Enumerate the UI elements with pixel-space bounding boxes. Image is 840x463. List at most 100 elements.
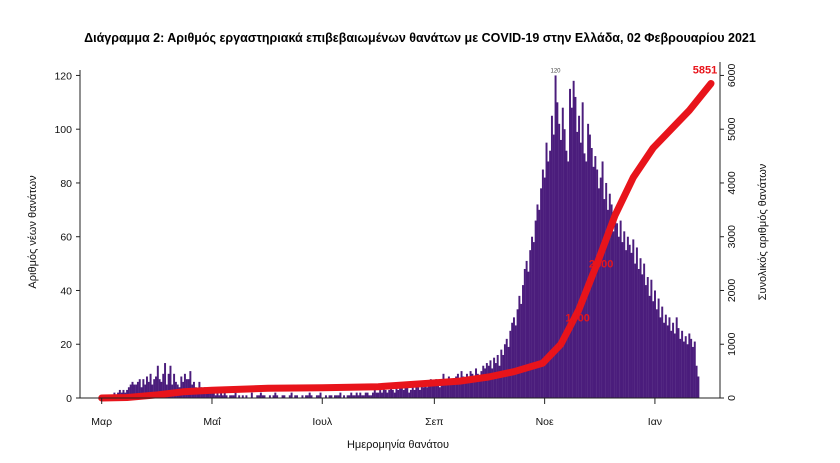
bar — [357, 395, 360, 398]
bar — [467, 376, 470, 398]
bar — [250, 392, 253, 398]
bar — [319, 392, 322, 398]
bar — [223, 392, 226, 398]
bar — [498, 365, 501, 398]
bar — [579, 142, 582, 398]
bar — [672, 322, 675, 398]
bar — [581, 102, 584, 398]
bar — [596, 169, 599, 398]
bar — [388, 389, 391, 398]
bar — [350, 392, 353, 398]
bar — [355, 392, 358, 398]
bar — [173, 373, 176, 398]
bar — [220, 392, 223, 398]
bar — [131, 381, 134, 398]
bar — [632, 239, 635, 398]
bar — [145, 376, 148, 398]
bar — [688, 333, 691, 398]
bar — [413, 389, 416, 398]
bar — [428, 381, 430, 398]
bar — [684, 336, 687, 398]
bar — [560, 139, 562, 398]
bar — [675, 317, 678, 398]
bar — [183, 373, 186, 398]
bar — [164, 363, 167, 398]
bar — [122, 389, 125, 398]
bar — [169, 365, 172, 398]
bar — [140, 387, 143, 398]
bar — [607, 209, 609, 398]
bar — [637, 268, 640, 398]
bar — [368, 395, 371, 398]
bar — [330, 395, 333, 398]
bar — [230, 395, 233, 398]
bar — [216, 389, 219, 398]
bar — [494, 363, 497, 398]
bar — [409, 389, 412, 398]
bar — [362, 395, 365, 398]
line-annotation-label: 1500 — [565, 312, 589, 324]
bar — [531, 236, 534, 398]
bar — [605, 182, 608, 398]
bar — [630, 252, 633, 398]
bar — [391, 389, 394, 398]
bar — [547, 161, 550, 398]
bar — [659, 317, 662, 398]
bar — [456, 373, 459, 398]
bar — [449, 384, 452, 398]
bar — [440, 381, 443, 398]
bar-value-labels: 120 — [550, 68, 561, 74]
bar — [393, 392, 396, 398]
bar — [361, 395, 364, 398]
bar — [153, 379, 156, 398]
bar — [160, 381, 163, 398]
bar — [529, 250, 532, 398]
x-axis: Μαρ Μαΐ Ιουλ Σεπ Νοε Ιαν — [80, 397, 720, 428]
bar — [442, 373, 445, 398]
bar — [337, 395, 340, 398]
bar — [603, 199, 606, 398]
bar — [512, 317, 515, 398]
right-y-tick-label: 6000 — [726, 64, 738, 88]
bar — [587, 123, 590, 398]
bar — [305, 395, 308, 398]
bar — [343, 395, 346, 398]
bar — [426, 387, 429, 398]
bar — [505, 338, 508, 398]
bar — [272, 395, 275, 398]
bar — [693, 341, 696, 398]
bar — [652, 301, 655, 398]
bar — [397, 389, 400, 398]
bar — [538, 209, 541, 398]
bar — [532, 242, 535, 398]
x-tick-label: Νοε — [536, 416, 554, 428]
bar — [371, 392, 374, 398]
bar — [315, 395, 318, 398]
bar — [411, 387, 414, 398]
bar — [324, 395, 327, 398]
bar — [554, 75, 557, 398]
bar — [570, 107, 573, 398]
bar — [118, 389, 121, 398]
bar — [545, 142, 548, 398]
bar — [657, 298, 660, 398]
bar — [245, 395, 248, 398]
bar — [453, 381, 456, 398]
bar — [420, 381, 423, 398]
right-y-axis-label: Συνολικός αριθμός θανάτων — [757, 163, 769, 300]
bar — [149, 373, 152, 398]
bar — [346, 395, 349, 398]
bar — [576, 131, 579, 398]
bar — [525, 260, 528, 398]
bar — [578, 115, 581, 398]
bar — [147, 381, 150, 398]
bar — [180, 376, 183, 398]
bar — [317, 395, 320, 398]
plot-area: 120 5851 1500 2500 — [98, 65, 717, 402]
bar — [541, 169, 544, 398]
bar — [221, 395, 224, 398]
line-annotation-label: 2500 — [589, 259, 613, 271]
bar — [294, 395, 297, 398]
bar — [158, 379, 161, 398]
